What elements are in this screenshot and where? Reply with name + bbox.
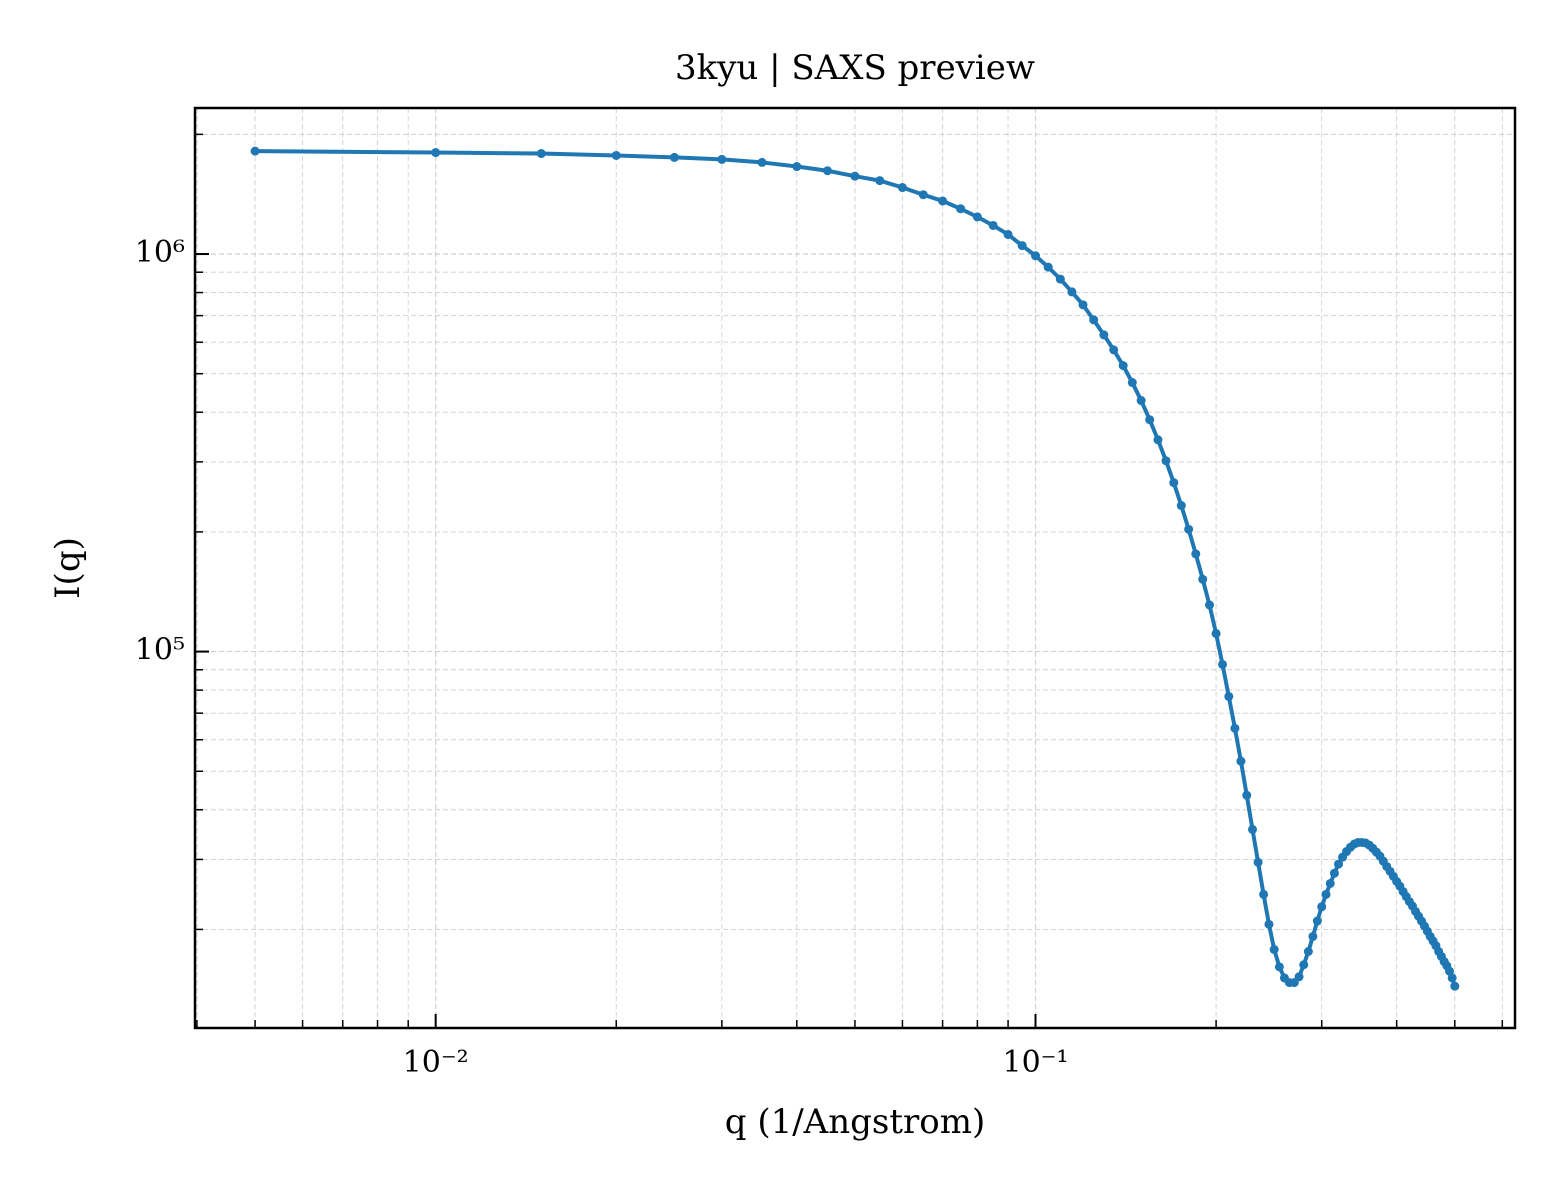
data-point — [1067, 287, 1077, 297]
data-point — [1109, 345, 1119, 355]
data-point — [1099, 330, 1109, 340]
data-point — [1253, 857, 1263, 867]
data-point — [1264, 919, 1274, 929]
data-point — [1043, 262, 1053, 272]
data-point — [1055, 274, 1065, 284]
data-point — [1224, 691, 1234, 701]
data-point — [431, 148, 441, 158]
data-point — [1230, 723, 1240, 733]
data-point — [1161, 456, 1171, 466]
data-point — [1204, 600, 1214, 610]
data-point — [1312, 916, 1322, 926]
chart-title: 3kyu | SAXS preview — [675, 48, 1035, 88]
data-point — [972, 212, 982, 222]
data-point — [1127, 378, 1137, 388]
data-point — [1169, 478, 1179, 488]
data-point — [1274, 962, 1284, 972]
data-point — [1242, 790, 1252, 800]
data-point — [536, 149, 546, 159]
data-point — [1136, 396, 1146, 406]
data-point — [956, 204, 966, 214]
data-point — [938, 196, 948, 206]
data-point — [1003, 229, 1013, 239]
data-point — [669, 152, 679, 162]
data-point — [1089, 315, 1099, 325]
data-point — [1017, 241, 1027, 251]
data-point — [822, 166, 832, 176]
data-point — [850, 171, 860, 181]
data-point — [1329, 868, 1339, 878]
y-axis-label: I(q) — [48, 537, 88, 599]
data-point — [1317, 902, 1327, 912]
data-point — [1269, 945, 1279, 955]
ticks: 10⁻² 10⁻¹ 10⁵ 10⁶ — [135, 133, 1504, 1080]
data-point — [918, 190, 928, 200]
y-tick-label: 10⁵ — [135, 633, 185, 668]
data-point — [250, 146, 260, 156]
data-point — [1294, 972, 1304, 982]
data-point — [1153, 435, 1163, 445]
x-axis-label: q (1/Angstrom) — [725, 1102, 985, 1142]
data-point — [1031, 251, 1041, 261]
x-tick-label: 10⁻¹ — [1002, 1045, 1068, 1080]
y-tick-label: 10⁶ — [135, 235, 185, 270]
data-point — [1321, 889, 1331, 899]
data-point — [1236, 756, 1246, 766]
data-point — [757, 157, 767, 167]
data-point — [611, 150, 621, 160]
data-point — [988, 220, 998, 230]
data-point — [1198, 574, 1208, 584]
data-point — [1176, 501, 1186, 511]
data-point — [1218, 659, 1228, 669]
data-point — [897, 183, 907, 193]
data-point — [1145, 415, 1155, 425]
data-point — [1303, 947, 1313, 957]
data-point — [1308, 931, 1318, 941]
data-point — [1211, 629, 1221, 639]
plot — [250, 146, 1460, 991]
data-point — [1447, 973, 1457, 983]
data-point — [1184, 524, 1194, 534]
data-point — [1334, 859, 1344, 869]
data-point — [1450, 981, 1460, 991]
data-point — [875, 176, 885, 186]
grid — [195, 108, 1515, 1028]
data-point — [1259, 889, 1269, 899]
data-point — [717, 154, 727, 164]
data-point — [792, 162, 802, 172]
data-point — [1191, 549, 1201, 559]
data-point — [1325, 878, 1335, 888]
data-point — [1118, 361, 1128, 371]
x-tick-label: 10⁻² — [403, 1045, 469, 1080]
data-point — [1247, 824, 1257, 834]
data-point — [1299, 960, 1309, 970]
data-point — [1078, 300, 1088, 310]
